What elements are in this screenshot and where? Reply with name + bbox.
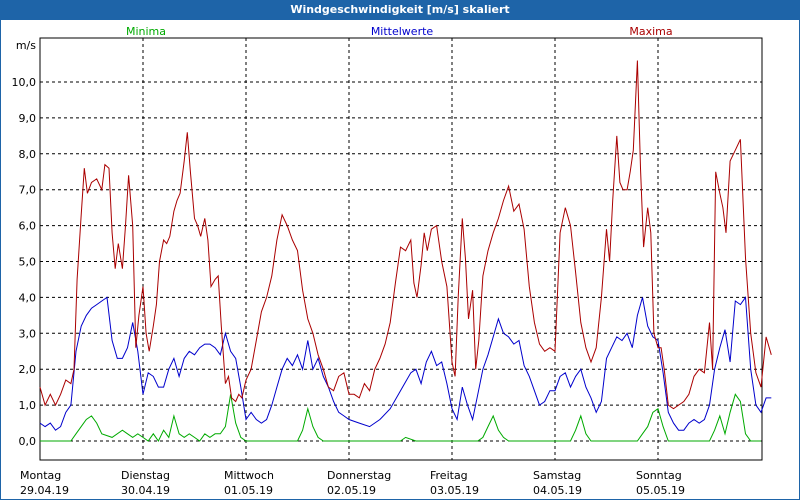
x-tick-day: Sonntag xyxy=(636,469,682,482)
x-axis-ticks: Montag 29.04.19 Dienstag 30.04.19 Mittwoch 01… xyxy=(20,469,685,497)
y-tick-label: 1,0 xyxy=(19,399,37,412)
legend-minima: Minima xyxy=(126,25,166,38)
y-tick-label: 6,0 xyxy=(19,220,37,233)
legend-maxima: Maxima xyxy=(629,25,672,38)
series-lines xyxy=(39,60,772,442)
y-axis-ticks: 0,0 1,0 2,0 3,0 4,0 5,0 6,0 7,0 8,0 9,0 10,0 m/s xyxy=(12,39,37,448)
x-tick-day: Mittwoch xyxy=(224,469,274,482)
legend-mittelwerte: Mittelwerte xyxy=(371,25,434,38)
x-tick-day: Samstag xyxy=(533,469,581,482)
y-tick-label: 3,0 xyxy=(19,327,37,340)
x-tick-day: Donnerstag xyxy=(327,469,391,482)
y-tick-label: 4,0 xyxy=(19,291,37,304)
series-line-minima xyxy=(40,393,761,442)
y-tick-label: 10,0 xyxy=(12,76,37,89)
x-tick-day: Freitag xyxy=(430,469,468,482)
plot-area xyxy=(39,37,763,461)
y-tick-label: 8,0 xyxy=(19,148,37,161)
x-tick-date: 04.05.19 xyxy=(533,484,582,497)
y-tick-label: 0,0 xyxy=(19,435,37,448)
series-line-mittelwerte xyxy=(39,295,772,431)
x-tick-date: 05.05.19 xyxy=(636,484,685,497)
legend: Minima Mittelwerte Maxima xyxy=(126,25,673,38)
x-tick-date: 29.04.19 xyxy=(20,484,69,497)
y-tick-label: 5,0 xyxy=(19,256,37,269)
y-tick-label: 2,0 xyxy=(19,363,37,376)
series-line-maxima xyxy=(39,60,772,410)
x-tick-day: Dienstag xyxy=(121,469,170,482)
grid-lines xyxy=(40,38,762,460)
x-tick-day: Montag xyxy=(20,469,61,482)
x-tick-date: 03.05.19 xyxy=(430,484,479,497)
x-tick-date: 30.04.19 xyxy=(121,484,170,497)
x-tick-date: 02.05.19 xyxy=(327,484,376,497)
y-tick-label: 7,0 xyxy=(19,184,37,197)
y-tick-label: 9,0 xyxy=(19,112,37,125)
x-tick-date: 01.05.19 xyxy=(224,484,273,497)
y-axis-unit: m/s xyxy=(16,39,36,52)
